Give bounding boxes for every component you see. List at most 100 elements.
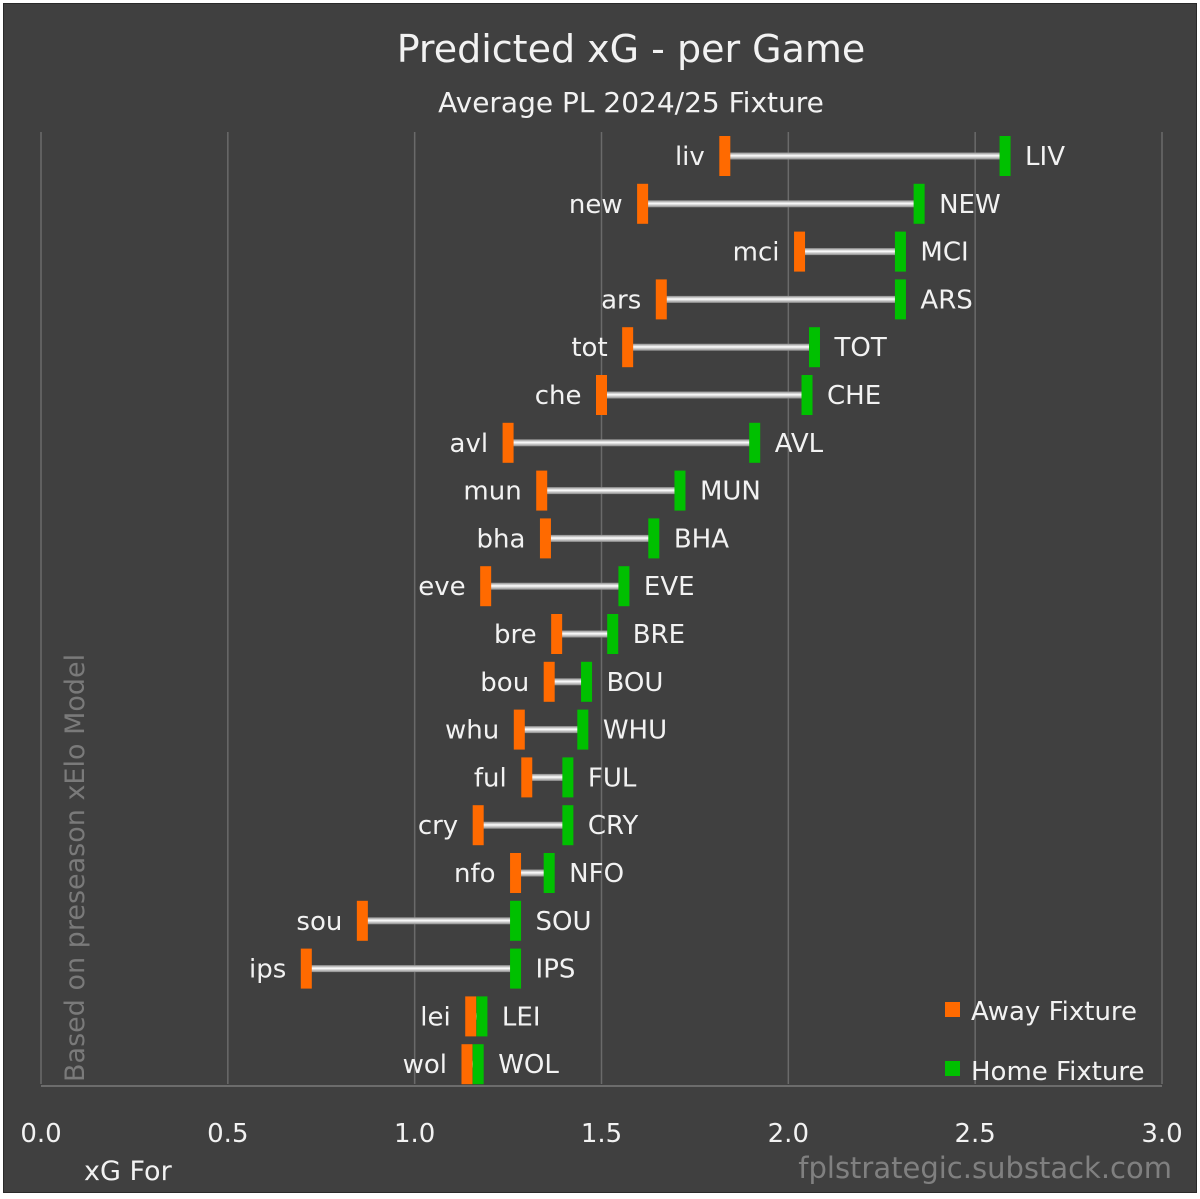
home-marker	[577, 709, 589, 750]
team-row: whu WHU	[445, 709, 667, 750]
team-row: nfo NFO	[454, 853, 624, 893]
connector-bar	[549, 678, 587, 686]
away-team-label: tot	[571, 333, 607, 363]
away-marker	[356, 900, 368, 941]
away-team-label: ful	[474, 763, 507, 793]
team-row: mci MCI	[733, 231, 969, 272]
home-team-label: BRE	[633, 620, 685, 650]
connector-bar	[508, 439, 755, 447]
connector-bar	[724, 152, 1006, 160]
home-marker	[674, 470, 686, 511]
legend-home-swatch	[945, 1061, 960, 1076]
away-team-label: ips	[249, 955, 286, 985]
away-marker	[794, 231, 806, 272]
team-row: sou SOU	[296, 900, 592, 941]
connector-bar	[545, 534, 654, 542]
home-team-label: LIV	[1025, 142, 1065, 172]
connector-bar	[642, 200, 920, 208]
chart-frame: Predicted xG - per Game Average PL 2024/…	[3, 3, 1197, 1193]
legend-home-label: Home Fixture	[971, 1057, 1145, 1087]
home-team-label: TOT	[833, 333, 886, 363]
x-tick-label: 0.5	[207, 1119, 248, 1149]
home-team-label: NFO	[569, 859, 624, 889]
away-team-label: whu	[445, 716, 499, 746]
connector-bar	[556, 630, 613, 638]
away-team-label: new	[569, 190, 623, 220]
away-marker	[596, 375, 607, 415]
team-row: lei LEI	[420, 996, 541, 1037]
x-tick-label: 2.5	[954, 1119, 995, 1149]
home-team-label: WHU	[603, 716, 667, 746]
away-team-label: wol	[403, 1050, 447, 1080]
home-team-label: ARS	[920, 285, 972, 315]
connector-bar	[541, 487, 680, 495]
x-tick-label: 0.0	[20, 1119, 61, 1149]
away-team-label: nfo	[454, 859, 496, 889]
away-marker	[465, 996, 477, 1037]
home-marker	[648, 518, 660, 559]
home-marker	[618, 566, 630, 607]
team-row: eve EVE	[418, 566, 695, 607]
connector-bar	[466, 1060, 479, 1068]
home-team-label: CHE	[827, 381, 881, 411]
away-marker	[539, 518, 551, 559]
away-marker	[622, 327, 634, 368]
connector-bar	[478, 821, 568, 829]
team-row: wol WOL	[403, 1044, 559, 1085]
x-tick-label: 1.5	[581, 1119, 622, 1149]
away-marker	[461, 1044, 473, 1085]
team-row: ips IPS	[249, 948, 575, 989]
legend-away-swatch	[945, 1002, 960, 1017]
x-axis-ticks: 0.0 0.5 1.0 1.5 2.0 2.5 3.0	[20, 1119, 1182, 1149]
home-marker	[894, 231, 906, 272]
home-marker	[562, 805, 574, 846]
x-axis-title: xG For	[84, 1156, 173, 1187]
home-team-label: EVE	[644, 572, 695, 602]
x-tick-label: 1.0	[394, 1119, 435, 1149]
away-team-label: mun	[463, 477, 521, 507]
away-marker	[543, 661, 555, 702]
home-marker	[808, 327, 820, 368]
connector-bar	[661, 295, 901, 303]
home-marker	[543, 853, 555, 893]
connector-bar	[470, 1012, 482, 1020]
home-team-label: FUL	[588, 763, 637, 793]
home-marker	[476, 996, 488, 1037]
dumbbell-chart: Predicted xG - per Game Average PL 2024/…	[20, 27, 1182, 1187]
away-marker	[536, 470, 548, 511]
home-marker	[562, 757, 574, 798]
away-team-label: sou	[296, 907, 342, 937]
away-team-label: liv	[675, 142, 705, 172]
home-marker	[510, 900, 522, 941]
connector-bar	[799, 248, 901, 256]
away-marker	[472, 805, 484, 846]
away-team-label: bre	[494, 620, 537, 650]
legend: Away Fixture Home Fixture	[945, 997, 1145, 1087]
team-row: ars ARS	[601, 279, 973, 320]
connector-bar	[306, 965, 516, 973]
away-team-label: lei	[420, 1002, 450, 1032]
away-team-label: ars	[601, 285, 641, 315]
home-marker	[913, 183, 925, 224]
side-note: Based on preseason xElo Model	[60, 654, 91, 1082]
away-marker	[719, 136, 731, 176]
away-marker	[502, 422, 514, 463]
team-row: bre BRE	[494, 614, 685, 654]
home-team-label: BOU	[607, 668, 664, 698]
away-team-label: che	[535, 381, 582, 411]
away-team-label: avl	[450, 429, 489, 459]
connector-bar	[627, 343, 815, 351]
home-team-label: MUN	[700, 477, 761, 507]
away-team-label: cry	[418, 811, 458, 841]
home-team-label: WOL	[498, 1050, 559, 1080]
home-marker	[999, 136, 1011, 176]
team-row: che CHE	[535, 375, 881, 415]
x-tick-label: 2.0	[768, 1119, 809, 1149]
credit-text: fplstrategic.substack.com	[798, 1151, 1172, 1185]
away-marker	[510, 853, 522, 893]
team-row: mun MUN	[463, 470, 761, 511]
home-team-label: NEW	[939, 190, 1001, 220]
team-row: avl AVL	[450, 422, 824, 463]
connector-bar	[515, 869, 550, 877]
team-row: tot TOT	[571, 327, 887, 368]
